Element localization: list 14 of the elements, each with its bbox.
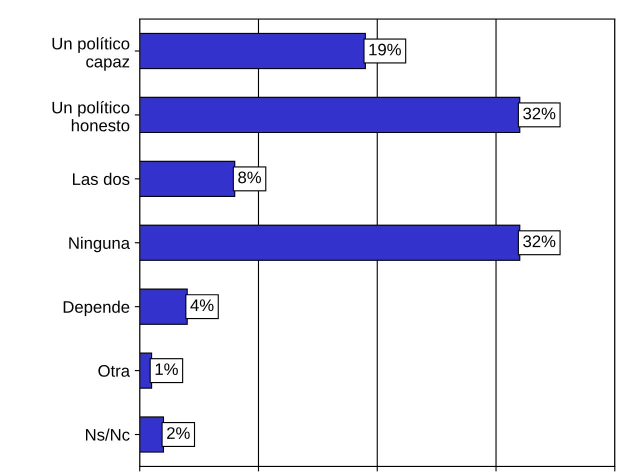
data-label: 8% bbox=[238, 172, 262, 184]
y-tick-label: Ninguna bbox=[69, 236, 130, 252]
y-tick-label: Depende bbox=[64, 300, 130, 316]
data-label: 4% bbox=[190, 299, 214, 312]
y-tick-label: Ns/Nc bbox=[86, 428, 130, 441]
y-tick-label: Un político capaz bbox=[52, 37, 130, 71]
data-label: 19% bbox=[369, 44, 401, 56]
data-label: 32% bbox=[523, 108, 556, 120]
y-tick-label: Otra bbox=[98, 365, 130, 377]
data-label: 1% bbox=[156, 363, 178, 376]
data-label: 32% bbox=[523, 235, 556, 248]
y-tick-label: Un político honesto bbox=[52, 101, 130, 132]
y-tick-label: Las dos bbox=[73, 172, 130, 186]
data-label: 2% bbox=[167, 427, 190, 439]
